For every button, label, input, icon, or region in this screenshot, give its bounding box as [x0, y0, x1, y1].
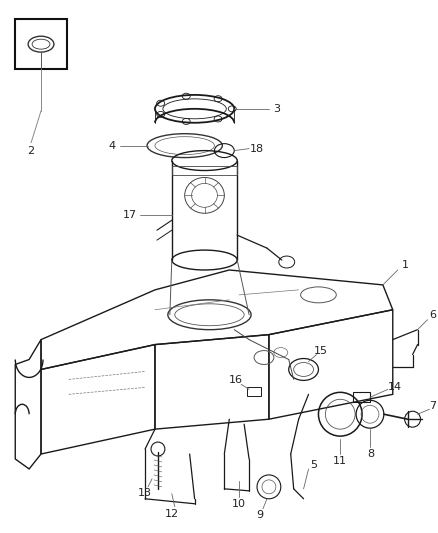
Text: 2: 2	[28, 146, 35, 156]
Text: 15: 15	[314, 345, 328, 356]
Text: 10: 10	[232, 499, 246, 509]
Text: 12: 12	[165, 508, 179, 519]
Text: 6: 6	[429, 310, 436, 320]
Text: 17: 17	[123, 210, 137, 220]
Text: 4: 4	[109, 141, 116, 151]
Text: 13: 13	[138, 488, 152, 498]
Text: 5: 5	[310, 460, 317, 470]
Text: 8: 8	[367, 449, 374, 459]
Text: 16: 16	[229, 375, 243, 385]
Text: 7: 7	[429, 401, 436, 411]
Text: 3: 3	[273, 104, 280, 114]
Text: 11: 11	[333, 456, 347, 466]
Text: 1: 1	[402, 260, 409, 270]
Text: 14: 14	[388, 382, 402, 392]
Text: 18: 18	[250, 143, 264, 154]
Text: 9: 9	[256, 510, 264, 520]
